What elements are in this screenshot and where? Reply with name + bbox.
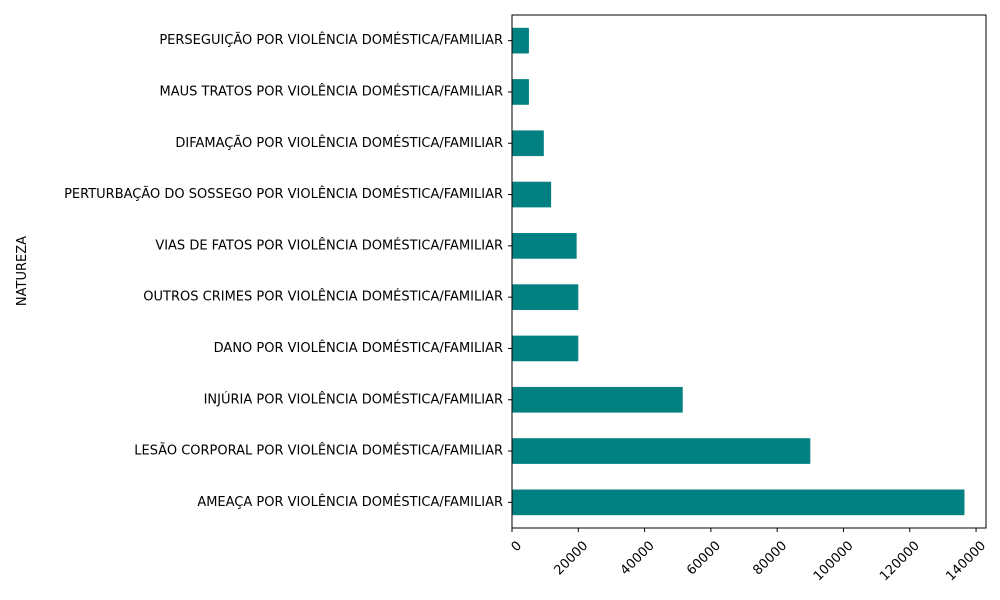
- y-tick-label: OUTROS CRIMES POR VIOLÊNCIA DOMÉSTICA/FA…: [143, 289, 503, 305]
- bar: [512, 27, 529, 54]
- y-tick-label: AMEAÇA POR VIOLÊNCIA DOMÉSTICA/FAMILIAR: [197, 494, 503, 510]
- bar: [512, 233, 577, 259]
- bar: [512, 181, 552, 208]
- x-tick-label: 120000: [877, 538, 923, 584]
- x-tick-label: 0: [509, 538, 525, 554]
- bar: [512, 130, 544, 157]
- x-tick-label: 80000: [750, 538, 790, 578]
- y-tick-label: MAUS TRATOS POR VIOLÊNCIA DOMÉSTICA/FAMI…: [160, 83, 504, 99]
- plot-frame: [511, 14, 987, 529]
- x-tick-label: 20000: [551, 538, 591, 578]
- bar: [512, 489, 965, 516]
- y-tick-label: PERSEGUIÇÃO POR VIOLÊNCIA DOMÉSTICA/FAMI…: [159, 32, 503, 48]
- y-tick-label: DIFAMAÇÃO POR VIOLÊNCIA DOMÉSTICA/FAMILI…: [175, 135, 503, 151]
- y-tick-label: INJÚRIA POR VIOLÊNCIA DOMÉSTICA/FAMILIAR: [204, 391, 503, 407]
- x-tick-label: 100000: [811, 538, 857, 584]
- bar: [512, 438, 811, 464]
- y-tick-label: PERTURBAÇÃO DO SOSSEGO POR VIOLÊNCIA DOM…: [64, 186, 503, 202]
- x-axis: 0 20000 40000 60000 80000 100000 120000 140000: [509, 528, 989, 584]
- bar: [512, 284, 579, 310]
- bar: [512, 79, 529, 105]
- bars-group: [512, 27, 965, 516]
- bar: [512, 386, 683, 413]
- y-axis: AMEAÇA POR VIOLÊNCIA DOMÉSTICA/FAMILIAR L…: [64, 32, 512, 510]
- bar: [512, 335, 579, 362]
- x-tick-label: 40000: [618, 538, 658, 578]
- y-tick-label: DANO POR VIOLÊNCIA DOMÉSTICA/FAMILIAR: [214, 340, 503, 356]
- y-tick-label: VIAS DE FATOS POR VIOLÊNCIA DOMÉSTICA/FA…: [155, 237, 503, 253]
- x-tick-label: 140000: [943, 538, 989, 584]
- y-axis-label: NATUREZA: [15, 236, 30, 306]
- x-tick-label: 60000: [684, 538, 724, 578]
- y-tick-label: LESÃO CORPORAL POR VIOLÊNCIA DOMÉSTICA/F…: [134, 443, 503, 459]
